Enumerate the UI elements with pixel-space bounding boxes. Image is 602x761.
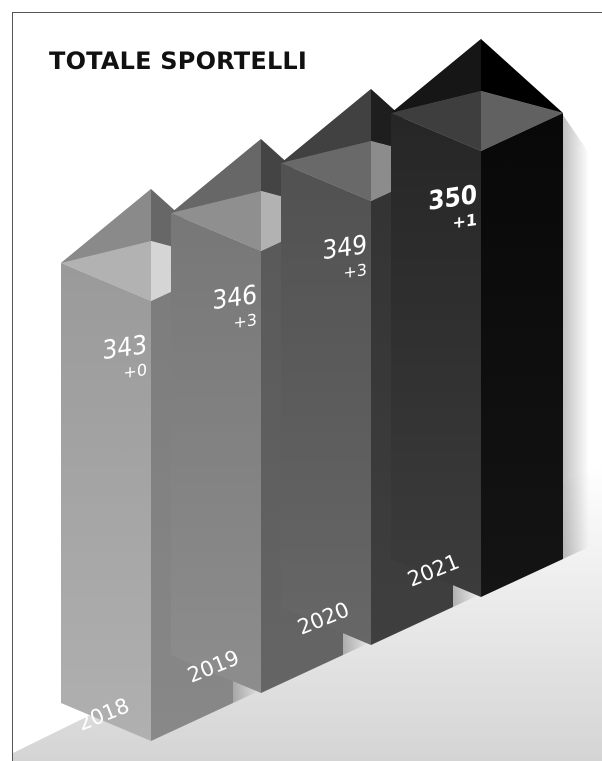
- bar-front-face: [281, 163, 371, 645]
- value-label: 343: [102, 330, 147, 366]
- chart-frame: 343 +0 2018 346 +3 2019 349 +3 2020 350 +1 2021 TOT…: [12, 12, 602, 761]
- bar-cap-left: [171, 191, 261, 251]
- bar-cap-left: [281, 141, 371, 201]
- bar-cap-top: [61, 189, 151, 263]
- bar-front-face: [171, 213, 261, 693]
- bar-front-face: [391, 113, 481, 597]
- bar-shadow: [563, 115, 589, 559]
- delta-label: +3: [233, 310, 257, 332]
- bar-side-face: [481, 113, 563, 597]
- bar-cap-top: [281, 89, 371, 163]
- bar-cap-top: [391, 39, 481, 113]
- value-label: 349: [322, 230, 367, 266]
- delta-label: +1: [452, 210, 477, 232]
- value-label: 346: [212, 280, 257, 316]
- bar-cap-left: [391, 91, 481, 151]
- bar-cap-top: [171, 139, 261, 213]
- value-label: 350: [428, 180, 477, 217]
- bar-cap-right: [481, 91, 563, 151]
- bar-cap-left: [61, 241, 151, 301]
- delta-label: +0: [123, 360, 147, 382]
- bar-front-face: [61, 263, 151, 741]
- delta-label: +3: [343, 260, 367, 282]
- chart-title: TOTALE SPORTELLI: [49, 47, 308, 75]
